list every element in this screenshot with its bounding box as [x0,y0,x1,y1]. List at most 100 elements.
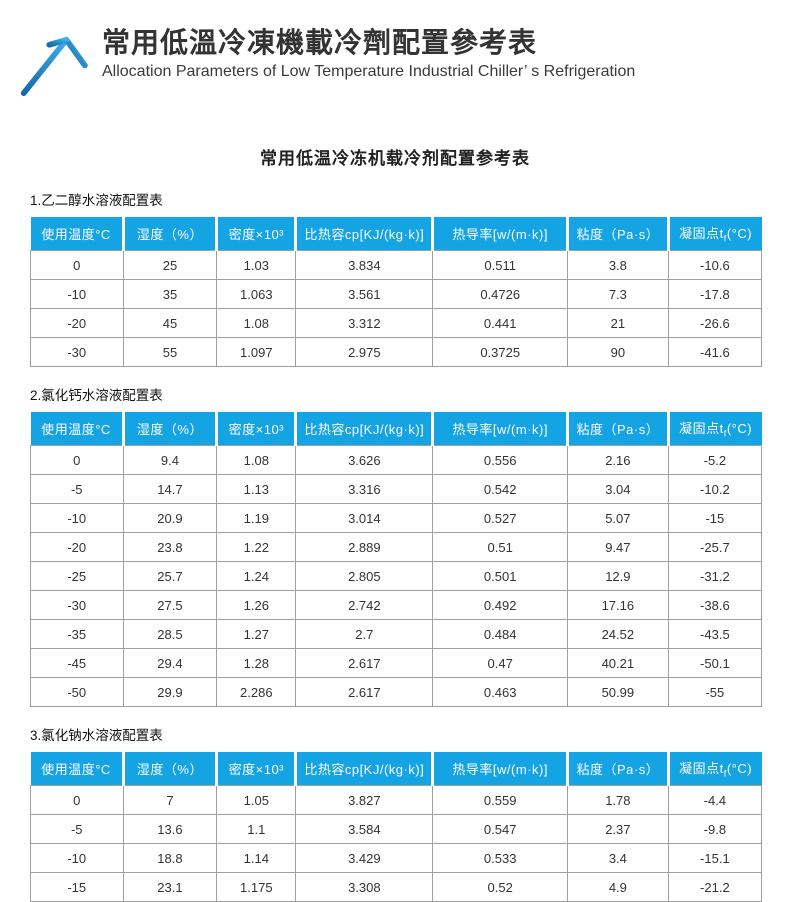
table-cell: 0.52 [432,872,568,902]
table-cell: -15.1 [667,843,763,873]
table-cell: 1.097 [216,337,297,367]
column-header: 湿度（%） [121,217,217,251]
table-cell: -25 [30,561,124,591]
table-cell: 3.561 [295,279,434,309]
table-cell: 1.08 [216,308,297,338]
table-cell: 0 [30,250,124,280]
table-cell: 25 [122,250,218,280]
column-header: 比热容cp[KJ/(kg·k)] [294,752,433,786]
table-cell: 0 [30,785,124,815]
table-row: -25 25.7 1.24 2.805 0.501 12.9 -31.2 [30,561,763,591]
table-cell: 1.27 [216,619,297,649]
table-section-2: 2.氯化钙水溶液配置表使用温度°C 湿度（%） 密度×10³ 比热容cp[KJ/(kg… [30,384,763,707]
table-cell: -50.1 [667,648,763,678]
table-cell: 2.617 [295,648,434,678]
table-row: 0 7 1.05 3.827 0.559 1.78 -4.4 [30,785,763,815]
table-row: -50 29.9 2.286 2.617 0.463 50.99 -55 [30,677,763,707]
table-cell: 35 [122,279,218,309]
table-head: 使用温度°C 湿度（%） 密度×10³ 比热容cp[KJ/(kg·k)] 热导率[w/(… [30,752,762,786]
table-cell: 50.99 [566,677,669,707]
table-cell: 3.827 [295,785,434,815]
section-label: 1.乙二醇水溶液配置表 [30,193,163,208]
table-cell: 1.78 [566,785,669,815]
table-cell: 4.9 [566,872,669,902]
table-row: -10 20.9 1.19 3.014 0.527 5.07 -15 [30,503,763,533]
table-cell: 0.492 [432,590,568,620]
data-table: 使用温度°C 湿度（%） 密度×10³ 比热容cp[KJ/(kg·k)] 热导率[w/(… [30,217,763,367]
table-cell: 17.16 [566,590,669,620]
table-cell: 1.03 [216,250,297,280]
table-cell: -50 [30,677,124,707]
column-header: 湿度（%） [121,412,217,446]
table-cell: 3.834 [295,250,434,280]
body-title: 常用低温冷冻机载冷剂配置参考表 [260,149,530,168]
column-header: 密度×10³ [215,217,296,251]
table-cell: 2.286 [216,677,297,707]
column-header: 使用温度°C [30,217,123,251]
table-cell: 1.26 [216,590,297,620]
table-cell: 1.1 [216,814,297,844]
data-table: 使用温度°C 湿度（%） 密度×10³ 比热容cp[KJ/(kg·k)] 热导率[w/(… [30,752,763,902]
table-cell: -10.2 [667,474,763,504]
table-row: -20 23.8 1.22 2.889 0.51 9.47 -25.7 [30,532,763,562]
table-body: 0 25 1.03 3.834 0.511 3.8 -10.6 -10 35 1.063 3.561… [30,250,763,367]
table-row: -10 35 1.063 3.561 0.4726 7.3 -17.8 [30,279,763,309]
table-section-1: 1.乙二醇水溶液配置表使用温度°C 湿度（%） 密度×10³ 比热容cp[KJ/(kg… [30,189,763,367]
column-header: 粘度（Pa·s） [565,412,669,446]
table-cell: 23.1 [122,872,218,902]
table-cell: 3.4 [566,843,669,873]
table-cell: 90 [566,337,669,367]
column-header: 热导率[w/(m·k)] [431,752,568,786]
table-row: -10 18.8 1.14 3.429 0.533 3.4 -15.1 [30,843,763,873]
table-cell: 2.37 [566,814,669,844]
table-cell: 9.4 [122,445,218,475]
header-row: 使用温度°C 湿度（%） 密度×10³ 比热容cp[KJ/(kg·k)] 热导率[w/(… [30,412,762,446]
table-head: 使用温度°C 湿度（%） 密度×10³ 比热容cp[KJ/(kg·k)] 热导率[w/(… [30,217,762,251]
column-header: 热导率[w/(m·k)] [431,217,568,251]
column-header: 热导率[w/(m·k)] [431,412,568,446]
table-cell: -45 [30,648,124,678]
column-header: 凝固点tf(°C) [666,752,762,786]
table-row: -15 23.1 1.175 3.308 0.52 4.9 -21.2 [30,872,763,902]
table-cell: -25.7 [667,532,763,562]
table-cell: 28.5 [122,619,218,649]
table-row: -30 55 1.097 2.975 0.3725 90 -41.6 [30,337,763,367]
section-label: 2.氯化钙水溶液配置表 [30,388,163,403]
table-cell: 0.484 [432,619,568,649]
table-cell: -17.8 [667,279,763,309]
table-cell: 0.527 [432,503,568,533]
table-cell: 20.9 [122,503,218,533]
arrow-up-right-icon [20,36,88,97]
table-cell: 0.559 [432,785,568,815]
table-cell: 1.19 [216,503,297,533]
table-cell: 3.429 [295,843,434,873]
table-cell: 1.13 [216,474,297,504]
table-cell: 2.742 [295,590,434,620]
table-cell: -10 [30,843,124,873]
header-row: 使用温度°C 湿度（%） 密度×10³ 比热容cp[KJ/(kg·k)] 热导率[w/(… [30,752,762,786]
table-cell: 45 [122,308,218,338]
column-header: 使用温度°C [30,412,123,446]
table-cell: -30 [30,590,124,620]
table-cell: 9.47 [566,532,669,562]
tables-host: 1.乙二醇水溶液配置表 使用温度°C 湿度（%） 密度×10³ 比热容cp[KJ/(kg… [30,189,763,902]
table-cell: -31.2 [667,561,763,591]
table-cell: 0.3725 [432,337,568,367]
table-cell: 0.556 [432,445,568,475]
table-row: -45 29.4 1.28 2.617 0.47 40.21 -50.1 [30,648,763,678]
table-cell: 0.542 [432,474,568,504]
table-cell: -10 [30,503,124,533]
table-cell: 29.4 [122,648,218,678]
table-cell: 3.04 [566,474,669,504]
table-cell: 21 [566,308,669,338]
header-row: 使用温度°C 湿度（%） 密度×10³ 比热容cp[KJ/(kg·k)] 热导率[w/(… [30,217,762,251]
table-cell: 12.9 [566,561,669,591]
table-cell: 0.51 [432,532,568,562]
table-cell: 0.547 [432,814,568,844]
table-cell: 14.7 [122,474,218,504]
page-header: 常用低溫冷凍機載冷劑配置參考表 Allocation Parameters of… [0,0,790,98]
table-cell: 2.889 [295,532,434,562]
table-cell: -5 [30,814,124,844]
table-cell: -15 [667,503,763,533]
table-cell: -41.6 [667,337,763,367]
